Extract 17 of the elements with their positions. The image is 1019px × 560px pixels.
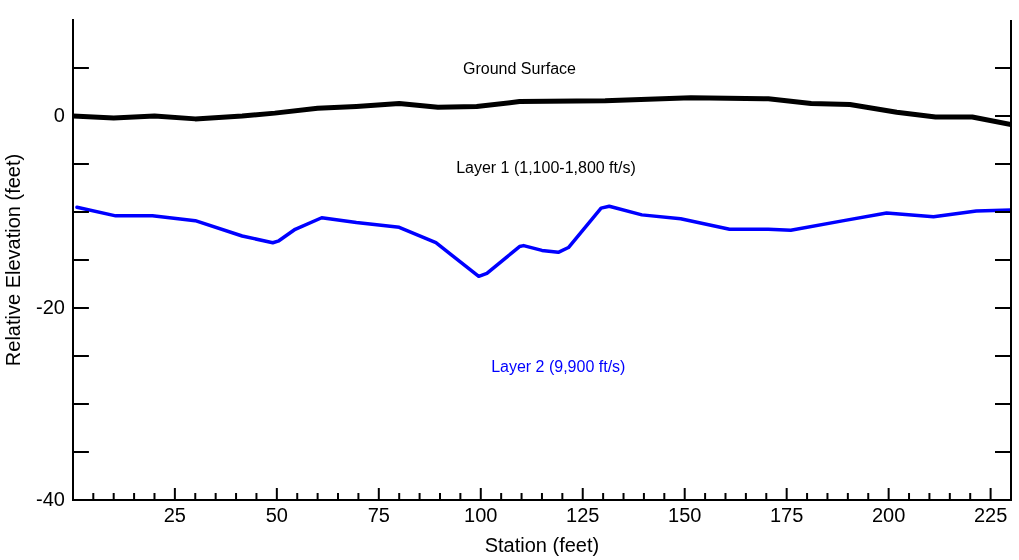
x-axis-title: Station (feet) [484,533,600,556]
y-axis-title: Relative Elevation (feet) [1,153,24,367]
x-tick-label: 175 [769,503,804,526]
x-tick-label: 225 [973,503,1008,526]
series-label: Ground Surface [463,60,577,78]
x-tick-label: 200 [871,503,906,526]
x-tick-label: 75 [367,503,390,526]
y-tick-label: 0 [53,103,65,126]
x-tick-label: 150 [668,503,702,526]
x-tick-label: 50 [265,503,288,526]
x-tick-label: 25 [163,503,186,526]
annotation: Layer 1 (1,100-1,800 ft/s) [456,159,636,177]
y-tick-label: -20 [36,295,65,318]
x-tick-label: 100 [464,503,498,526]
x-tick-label: 125 [566,503,600,526]
y-tick-label: -40 [36,487,65,510]
text: Layer 2 (9,900 ft/s) [491,357,626,375]
